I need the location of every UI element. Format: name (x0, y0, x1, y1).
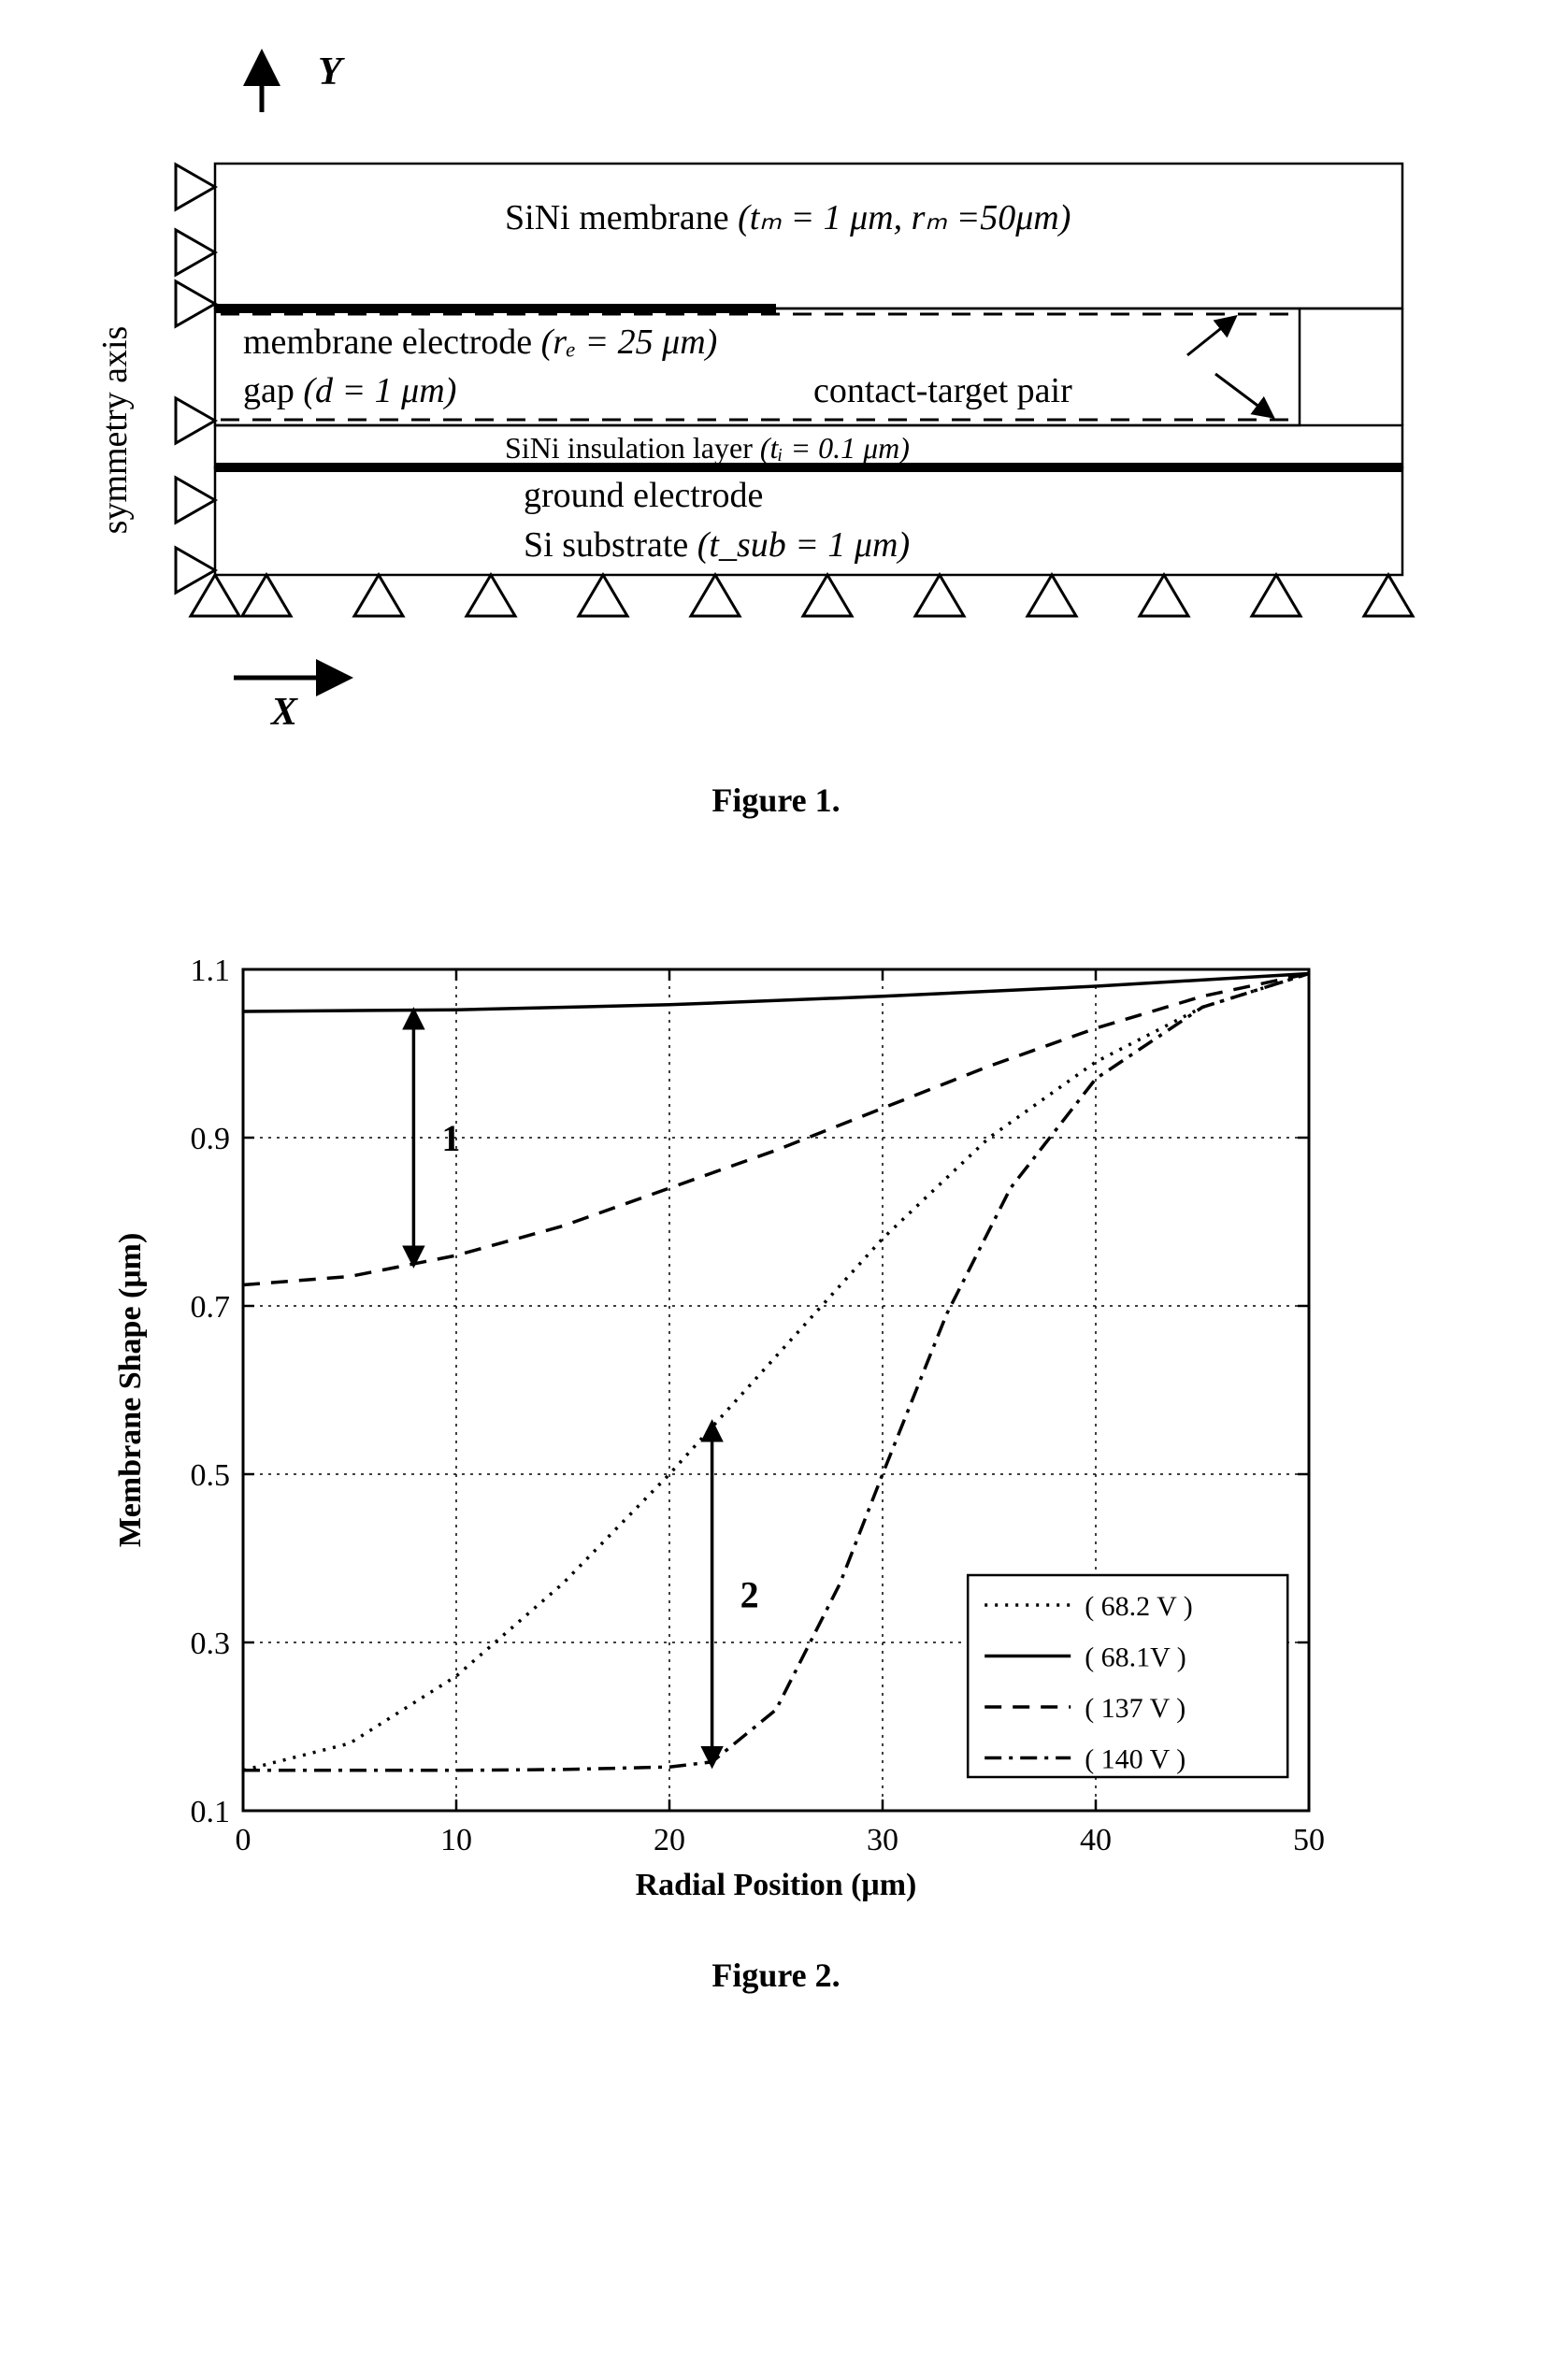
svg-text:40: 40 (1080, 1823, 1112, 1857)
svg-text:0.3: 0.3 (191, 1627, 231, 1661)
svg-text:30: 30 (867, 1823, 898, 1857)
figure-1-diagram: Y SiNi membrane (tₘ = 1 μm, rₘ =50μm) memb… (37, 37, 1515, 748)
svg-text:50: 50 (1293, 1823, 1325, 1857)
svg-text:contact-target pair: contact-target pair (813, 371, 1072, 410)
figure-1: Y SiNi membrane (tₘ = 1 μm, rₘ =50μm) memb… (37, 37, 1515, 820)
svg-text:0.1: 0.1 (191, 1795, 231, 1829)
svg-text:0.5: 0.5 (191, 1458, 231, 1493)
svg-text:0.9: 0.9 (191, 1122, 231, 1156)
svg-text:2: 2 (740, 1573, 759, 1615)
svg-text:X: X (269, 691, 298, 734)
svg-text:Y: Y (318, 50, 345, 93)
svg-text:Membrane Shape (μm): Membrane Shape (μm) (113, 1233, 148, 1548)
svg-text:0.7: 0.7 (191, 1290, 231, 1325)
figure-1-caption: Figure 1. (37, 781, 1515, 820)
svg-text:Radial Position (μm): Radial Position (μm) (636, 1868, 917, 1902)
svg-text:( 68.1V ): ( 68.1V ) (1085, 1642, 1186, 1673)
svg-text:symmetry axis: symmetry axis (95, 326, 135, 535)
figure-2-caption: Figure 2. (37, 1956, 1515, 1995)
svg-text:SiNi insulation layer (tᵢ = 0: SiNi insulation layer (tᵢ = 0.1 μm) (505, 431, 910, 465)
svg-text:1.1: 1.1 (191, 953, 231, 988)
svg-text:Si substrate (t_sub = 1 μm): Si substrate (t_sub = 1 μm) (524, 525, 910, 565)
svg-text:0: 0 (236, 1823, 251, 1857)
figure-2: 0 10 20 30 40 50 0.1 0.3 0.5 0.7 0.9 1.1 1 2 Radial Po… (37, 932, 1515, 1995)
svg-text:10: 10 (440, 1823, 472, 1857)
svg-text:( 68.2 V ): ( 68.2 V ) (1085, 1591, 1193, 1622)
svg-text:( 140 V ): ( 140 V ) (1085, 1744, 1186, 1775)
figure-2-chart: 0 10 20 30 40 50 0.1 0.3 0.5 0.7 0.9 1.1 1 2 Radial Po… (37, 932, 1515, 1923)
svg-text:membrane electrode (rₑ = 25 μm: membrane electrode (rₑ = 25 μm) (243, 323, 717, 362)
svg-text:gap (d = 1 μm): gap (d = 1 μm) (243, 371, 456, 410)
svg-text:ground electrode: ground electrode (524, 476, 763, 515)
svg-text:( 137 V ): ( 137 V ) (1085, 1693, 1186, 1724)
svg-text:SiNi membrane (tₘ = 1 μm, rₘ =: SiNi membrane (tₘ = 1 μm, rₘ =50μm) (505, 198, 1071, 237)
svg-text:20: 20 (654, 1823, 685, 1857)
svg-text:1: 1 (441, 1117, 460, 1159)
